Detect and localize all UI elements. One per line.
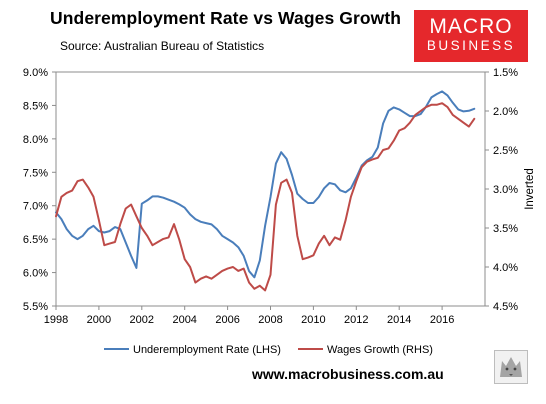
x-tick-label: 2010 [301,314,325,326]
x-tick-label: 2012 [344,314,368,326]
legend: Underemployment Rate (LHS) Wages Growth … [104,344,433,356]
x-tick-label: 2014 [387,314,411,326]
x-tick-label: 2000 [87,314,111,326]
y-left-tick-label: 8.0% [23,134,48,146]
logo-line-2: BUSINESS [426,38,516,53]
y-right-tick-label: 3.0% [493,184,518,196]
y-right-tick-label: 4.5% [493,301,518,313]
y-left-tick-label: 7.5% [23,167,48,179]
y-left-tick-label: 6.0% [23,268,48,280]
y-right-tick-label: 2.5% [493,145,518,157]
y-right-tick-label: 4.0% [493,262,518,274]
legend-label-wages: Wages Growth (RHS) [327,344,433,356]
x-tick-label: 2002 [130,314,154,326]
y-left-tick-label: 6.5% [23,234,48,246]
wages-growth-line [55,102,476,292]
y-left-tick-label: 5.5% [23,301,48,313]
chart-source: Source: Australian Bureau of Statistics [60,39,265,53]
footer-url[interactable]: www.macrobusiness.com.au [252,366,444,382]
x-tick-label: 2016 [430,314,454,326]
x-tick-label: 2006 [215,314,239,326]
y-left-tick-label: 7.0% [23,201,48,213]
y-right-tick-label: 1.5% [493,67,518,79]
x-tick-label: 1998 [44,314,68,326]
y-axis-right: 1.5% 2.0% 2.5% 3.0% 3.5% 4.0% 4.5% [485,67,518,313]
logo-line-1: MACRO [429,15,513,38]
underemployment-rate-line [55,90,476,279]
x-tick-label: 2004 [172,314,196,326]
macrobusiness-logo: MACRO BUSINESS [414,10,528,62]
wolf-badge-icon [494,350,528,384]
y-left-tick-label: 9.0% [23,67,48,79]
y-axis-left: 9.0% 8.5% 8.0% 7.5% 7.0% 6.5% 6.0% 5.5% [23,67,56,313]
legend-label-underemployment: Underemployment Rate (LHS) [133,344,281,356]
series-group [55,90,476,292]
y-right-tick-label: 2.0% [493,106,518,118]
y-left-tick-label: 8.5% [23,100,48,112]
x-tick-label: 2008 [258,314,282,326]
y-right-tick-label: 3.5% [493,223,518,235]
chart-title: Underemployment Rate vs Wages Growth [50,8,402,28]
y-axis-right-label: Inverted [524,168,536,210]
x-axis: 1998 2000 2002 2004 2006 2008 2010 2012 2014 2016 [44,306,454,326]
